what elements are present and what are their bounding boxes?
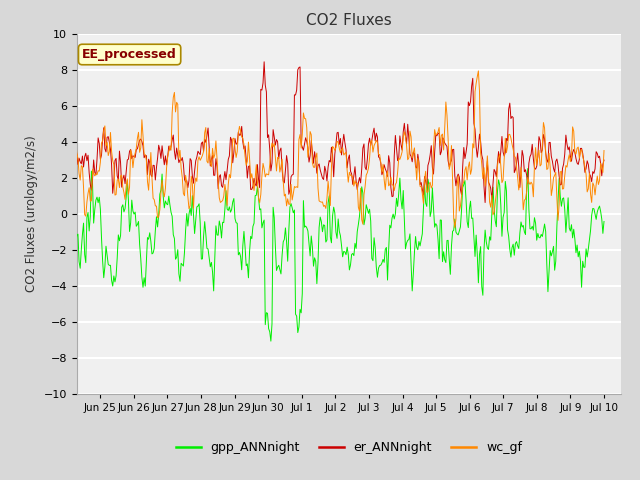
Title: CO2 Fluxes: CO2 Fluxes: [306, 13, 392, 28]
Legend: gpp_ANNnight, er_ANNnight, wc_gf: gpp_ANNnight, er_ANNnight, wc_gf: [171, 436, 527, 459]
Y-axis label: CO2 Fluxes (urology/m2/s): CO2 Fluxes (urology/m2/s): [25, 135, 38, 292]
Text: EE_processed: EE_processed: [82, 48, 177, 61]
